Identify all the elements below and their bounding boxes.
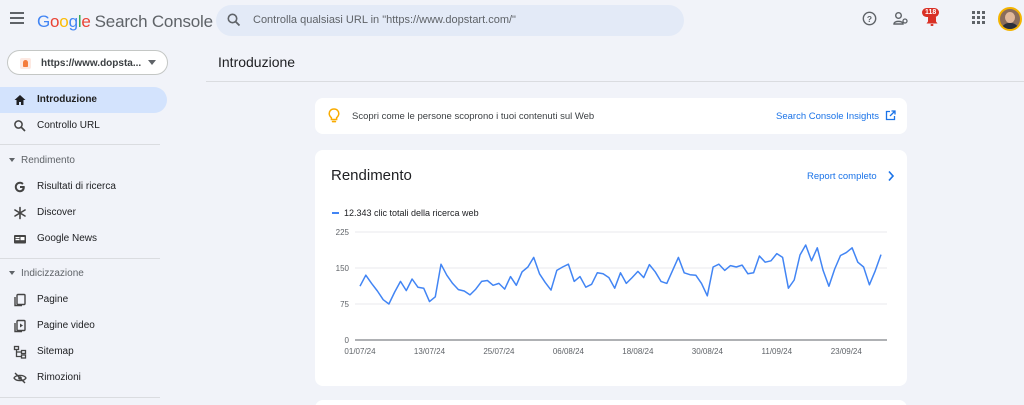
account-avatar[interactable] [998,7,1022,31]
pages-icon [14,293,26,307]
sidebar-item-label: Risultati di ricerca [37,181,116,192]
top-bar: Google Search Console Controlla qualsiasi… [0,0,1024,40]
header-divider [206,81,1024,82]
sidebar-item-label: Introduzione [37,94,97,105]
sidebar-item-label: Discover [37,207,76,218]
sidebar-section-indicizzazione[interactable]: Indicizzazione [0,263,167,285]
logo-letter: g [68,12,78,31]
page-title: Introduzione [218,54,296,70]
sidebar-item-rimozioni[interactable]: Rimozioni [0,365,167,391]
legend-swatch [332,211,339,214]
search-icon [14,120,26,132]
full-report-link[interactable]: Report completo [807,171,877,182]
sidebar-item-label: Pagine video [37,320,95,331]
logo-letter: o [59,12,69,31]
section-header-label: Rendimento [21,155,75,166]
manage-users-icon[interactable] [893,11,909,26]
sidebar-divider [0,258,160,259]
sidebar-item-risultati-di-ricerca[interactable]: Risultati di ricerca [0,174,167,200]
x-tick-label: 30/08/24 [692,347,724,356]
svg-text:?: ? [867,14,872,24]
y-tick-label: 150 [336,264,350,273]
sidebar-divider [0,144,160,145]
sidebar-item-label: Google News [37,233,98,244]
y-tick-label: 225 [336,228,350,237]
asterisk-icon [14,206,26,220]
insights-link[interactable]: Search Console Insights [776,111,879,122]
sidebar-item-google-news[interactable]: Google News [0,226,167,252]
performance-title: Rendimento [331,167,412,184]
url-inspection-search[interactable]: Controlla qualsiasi URL in "https://www.… [216,5,684,36]
home-icon [14,95,26,105]
sidebar-item-pagine[interactable]: Pagine [0,287,167,313]
search-icon [227,13,241,27]
x-tick-label: 01/07/24 [344,347,376,356]
search-input[interactable]: Controlla qualsiasi URL in "https://www.… [253,14,516,26]
sidebar-item-controllo-url[interactable]: Controllo URL [0,113,167,139]
sidebar-item-sitemap[interactable]: Sitemap [0,339,167,365]
section-header-label: Indicizzazione [21,268,84,279]
avatar-body [1001,23,1019,29]
x-tick-label: 06/08/24 [553,347,585,356]
sidebar-section-rendimento[interactable]: Rendimento [0,150,167,172]
menu-icon[interactable] [10,12,26,26]
app-logo[interactable]: Google Search Console [37,12,213,32]
logo-letter: G [37,12,51,31]
x-tick-label: 11/09/24 [762,347,793,356]
insights-banner: Scopri come le persone scoprono i tuoi c… [315,98,907,134]
property-url: https://www.dopsta... [41,58,142,69]
sidebar-item-discover[interactable]: Discover [0,200,167,226]
sidebar-item-introduzione[interactable]: Introduzione [0,87,167,113]
property-selector[interactable]: https://www.dopsta... [7,50,168,75]
x-tick-label: 25/07/24 [483,347,515,356]
sidebar-item-label: Controllo URL [37,120,100,131]
logo-letter: e [81,12,91,31]
chevron-right-icon[interactable] [887,170,895,182]
y-tick-label: 0 [345,336,350,345]
apps-grid-icon[interactable] [972,11,985,24]
google-g-icon [14,181,25,193]
x-tick-label: 23/09/24 [831,347,863,356]
news-icon [14,235,26,244]
site-favicon-icon [20,58,31,69]
sidebar-item-label: Rimozioni [37,372,81,383]
chart-legend: 12.343 clic totali della ricerca web [332,204,479,222]
notifications-badge: 118 [922,8,940,17]
performance-card: Rendimento Report completo 12.343 clic t… [315,150,907,386]
dropdown-caret-icon [148,60,156,65]
clicks-line-chart: 0 75 150 225 01/07/24 13/07/24 25/07/24 06/08/2… [336,228,887,356]
series-line-clicks[interactable] [359,244,882,305]
eye-off-icon [13,372,27,384]
sidebar-item-label: Pagine [37,294,69,305]
insights-text: Scopri come le persone scoprono i tuoi c… [352,111,595,122]
y-tick-label: 75 [340,300,349,309]
help-icon[interactable]: ? [862,11,877,26]
avatar-face [1005,12,1015,23]
logo-letter: o [50,12,60,31]
collapse-caret-icon [9,158,15,162]
x-tick-label: 13/07/24 [414,347,446,356]
next-card [315,400,907,405]
logo-letter: l [77,12,82,31]
sidebar-divider [0,397,160,398]
sidebar-item-label: Sitemap [37,346,74,357]
collapse-caret-icon [9,271,15,275]
lightbulb-icon [328,108,340,123]
legend-label: 12.343 clic totali della ricerca web [344,207,479,218]
sitemap-icon [13,345,27,359]
x-tick-label: 18/08/24 [622,347,654,356]
video-pages-icon [14,319,26,333]
open-external-icon[interactable] [885,110,896,121]
product-name: Search Console [94,12,213,31]
sidebar-item-pagine-video[interactable]: Pagine video [0,313,167,339]
